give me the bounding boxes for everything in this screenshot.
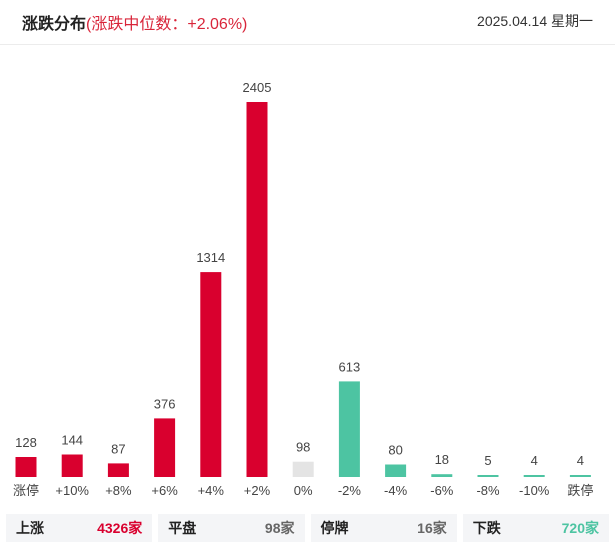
bar-1 — [61, 454, 83, 477]
bar-value-label: 1314 — [196, 250, 225, 265]
bar-2 — [107, 463, 129, 477]
bar-value-label: 87 — [111, 441, 125, 456]
category-label: +10% — [55, 483, 89, 498]
bar-value-label: 128 — [15, 435, 37, 450]
category-label: +4% — [198, 483, 225, 498]
bar-value-label: 5 — [484, 453, 491, 468]
category-label: +6% — [151, 483, 178, 498]
bar-value-label: 613 — [339, 359, 361, 374]
category-label: 0% — [294, 483, 313, 498]
category-label: -4% — [384, 483, 408, 498]
category-label: 涨停 — [13, 483, 39, 498]
category-label: -10% — [519, 483, 550, 498]
date-label: 2025.04.14 星期一 — [477, 13, 593, 29]
summary-suspended-label: 停牌 — [320, 520, 349, 536]
page-title: 涨跌分布(涨跌中位数：+2.06%) — [22, 10, 247, 34]
title-text: 涨跌分布 — [22, 16, 87, 33]
summary-down-label: 下跌 — [472, 520, 501, 536]
summary-up-value: 4326家 — [97, 520, 143, 536]
summary-bar: 上涨 4326家 平盘 98家 停牌 16家 下跌 720家 — [6, 514, 609, 542]
category-label: +2% — [244, 483, 271, 498]
category-label: -6% — [430, 483, 454, 498]
bar-4 — [200, 272, 222, 477]
median-text: (涨跌中位数：+2.06%) — [86, 16, 248, 33]
bar-7 — [338, 381, 360, 477]
bar-value-label: 98 — [296, 440, 310, 455]
bar-value-label: 4 — [531, 453, 538, 468]
summary-suspended: 停牌 16家 — [310, 514, 457, 542]
bar-value-label: 376 — [154, 396, 176, 411]
bar-value-label: 144 — [61, 433, 83, 448]
bar-6 — [292, 461, 314, 477]
summary-up-label: 上涨 — [16, 520, 44, 536]
summary-flat-value: 98家 — [264, 520, 295, 536]
summary-suspended-value: 16家 — [417, 520, 447, 536]
summary-down-value: 720家 — [561, 520, 599, 536]
bar-11 — [523, 475, 545, 477]
bar-value-label: 2405 — [243, 80, 272, 95]
bar-9 — [431, 474, 453, 477]
category-label: +8% — [105, 483, 132, 498]
category-label: -2% — [338, 483, 362, 498]
bar-8 — [385, 464, 407, 477]
summary-up: 上涨 4326家 — [6, 514, 153, 542]
summary-down: 下跌 720家 — [462, 514, 609, 542]
header: 涨跌分布(涨跌中位数：+2.06%) 2025.04.14 星期一 — [0, 0, 615, 45]
bar-0 — [15, 457, 37, 477]
bar-value-label: 80 — [388, 443, 402, 458]
bar-value-label: 18 — [435, 452, 449, 467]
bar-value-label: 4 — [577, 453, 584, 468]
category-label: -8% — [476, 483, 500, 498]
summary-flat: 平盘 98家 — [158, 514, 305, 542]
category-label: 跌停 — [567, 483, 593, 498]
distribution-chart: 128 涨停 144 +10% 87 +8% 376 +6% 1314 +4% 2405 +2% 98 0… — [13, 80, 593, 498]
bar-3 — [154, 418, 176, 477]
bar-10 — [477, 475, 499, 477]
bar-5 — [246, 102, 268, 477]
summary-flat-label: 平盘 — [168, 520, 197, 536]
bar-12 — [569, 475, 591, 477]
